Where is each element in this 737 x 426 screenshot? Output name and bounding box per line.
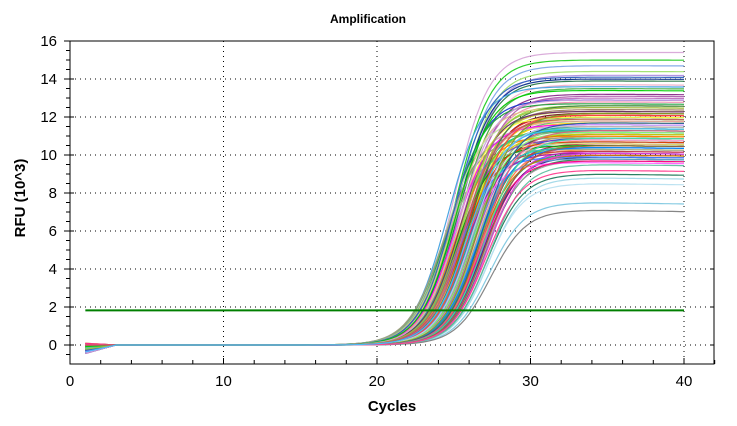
y-tick-label: 6 [49, 223, 57, 240]
y-tick-label: 0 [49, 337, 57, 354]
x-tick-label: 40 [676, 373, 693, 390]
series-line [85, 177, 684, 349]
y-tick-label: 2 [49, 299, 57, 316]
series-line [85, 137, 685, 350]
series-line [85, 137, 685, 351]
series-line [85, 149, 685, 349]
series-line [85, 152, 684, 352]
y-axis-title: RFU (10^3) [12, 159, 29, 238]
series-line [85, 133, 684, 348]
series-line [85, 173, 684, 353]
series-line [85, 139, 684, 353]
series-line [85, 152, 684, 351]
x-axis-title: Cycles [368, 398, 416, 415]
y-tick-label: 14 [40, 71, 57, 88]
x-tick-label: 0 [66, 373, 74, 390]
series-line [85, 145, 684, 346]
y-tick-label: 8 [49, 185, 57, 202]
series-line [85, 202, 685, 352]
series-line [85, 162, 685, 347]
x-tick-labels: 0 10 20 30 40 [66, 373, 693, 390]
series-line [85, 141, 684, 354]
series-line [85, 141, 684, 349]
series-line [85, 148, 685, 351]
series-line [85, 74, 684, 350]
series-line [85, 150, 684, 346]
series-line [85, 183, 685, 346]
x-tick-label: 30 [522, 373, 539, 390]
y-tick-label: 10 [40, 147, 57, 164]
series-line [85, 133, 684, 353]
series-line [85, 160, 685, 346]
series-line [85, 137, 685, 348]
series-line [85, 135, 685, 346]
series-line [85, 156, 684, 351]
series-line [85, 135, 685, 346]
series-line [85, 145, 684, 349]
series-line [85, 145, 684, 346]
series-line [85, 128, 684, 353]
series-line [85, 160, 685, 346]
series-line [85, 164, 684, 349]
series-line [85, 170, 685, 346]
series-line [85, 156, 684, 354]
y-tick-label: 12 [40, 109, 57, 126]
series-line [85, 158, 685, 350]
y-tick-labels: 0 2 4 6 8 10 12 14 16 [40, 33, 57, 354]
series-line [85, 124, 685, 347]
axes [64, 40, 716, 365]
y-tick-label: 16 [40, 33, 57, 50]
series-line [85, 150, 684, 346]
y-tick-label: 4 [49, 261, 57, 278]
chart-title: Amplification [330, 12, 406, 26]
curves [85, 51, 685, 355]
series-line [85, 158, 685, 348]
x-tick-label: 20 [369, 373, 386, 390]
series-line [85, 152, 684, 353]
series-line [85, 130, 684, 354]
series-line [85, 147, 685, 346]
series-line [85, 97, 684, 347]
x-tick-label: 10 [215, 373, 232, 390]
